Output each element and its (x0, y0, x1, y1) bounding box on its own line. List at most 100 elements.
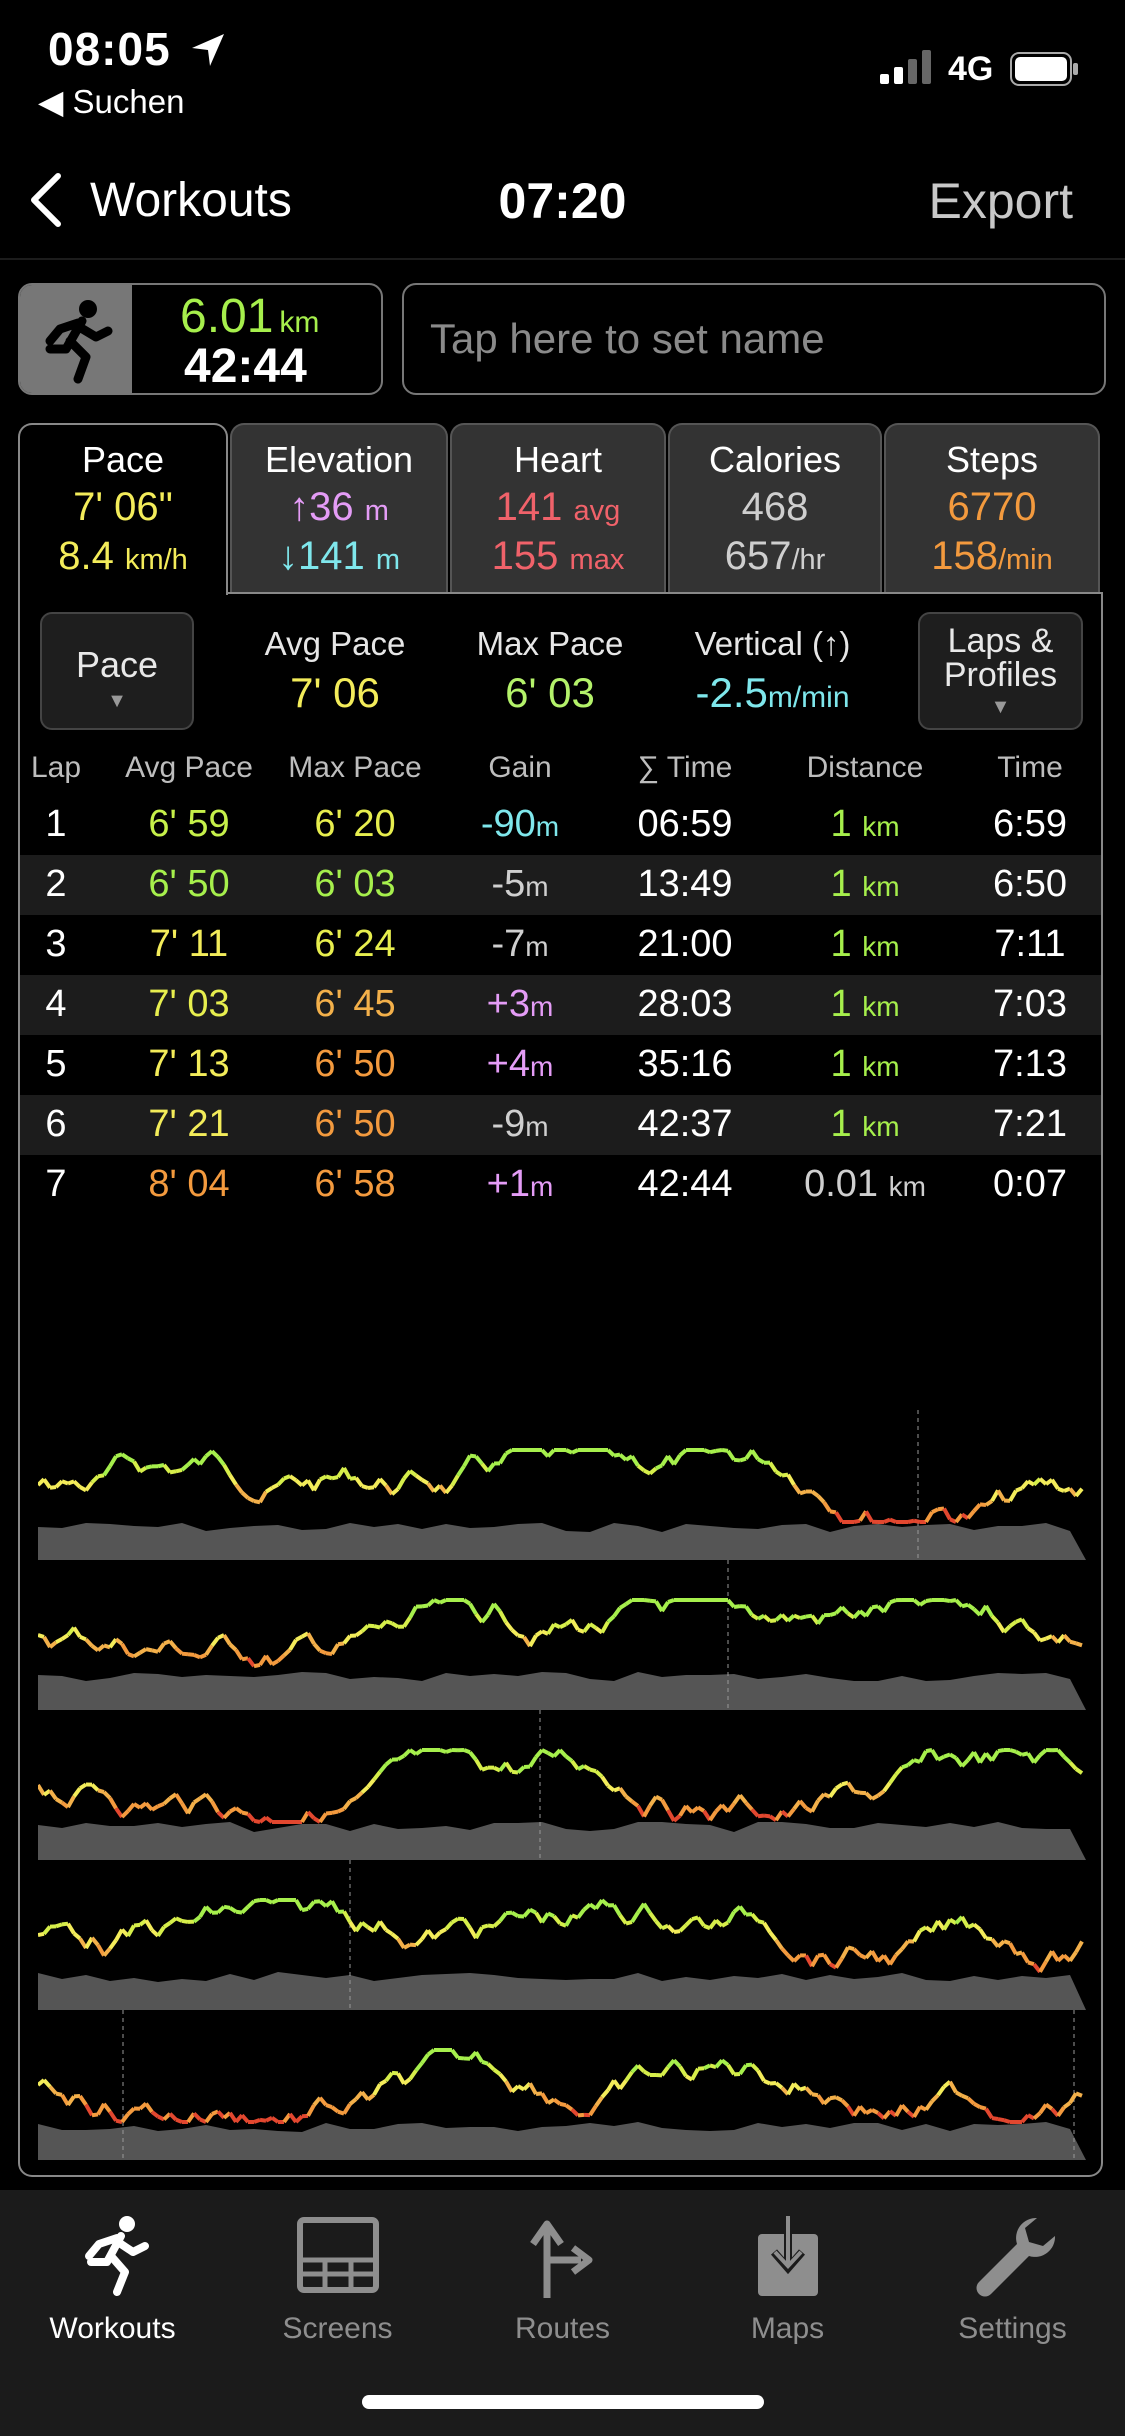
pace-line-segment (774, 2081, 784, 2090)
pace-line-segment (408, 1748, 418, 1756)
pace-line-segment (672, 1454, 682, 1466)
pace-line-segment (726, 1598, 736, 1609)
tab-calories[interactable]: Calories 468 657/hr (668, 423, 882, 593)
pace-line-segment (594, 2096, 604, 2107)
pace-line-segment (403, 1942, 411, 1950)
tab-elevation[interactable]: Elevation ↑36 m ↓141 m (230, 423, 448, 593)
pace-line-segment (810, 1799, 820, 1813)
lap-avg-pace: 7' 03 (148, 983, 230, 1025)
pace-line-segment (108, 1455, 118, 1468)
lap-gain: -9m (491, 1103, 549, 1145)
pace-line-segment (822, 1501, 832, 1513)
pace-line-segment (264, 1486, 274, 1494)
pace-line-segment (1050, 1478, 1060, 1490)
tab-heart[interactable]: Heart 141 avg 155 max (450, 423, 666, 593)
pace-line-segment (330, 1643, 340, 1656)
lap-distance: 1 km (830, 863, 900, 905)
lap-max-pace: 6' 58 (314, 1163, 396, 1205)
pace-line-segment (960, 1758, 970, 1768)
pace-line-segment (913, 1518, 921, 1524)
pace-line-segment (883, 1517, 891, 1524)
pace-line-segment (163, 1639, 171, 1646)
pace-line-segment (330, 2105, 340, 2114)
chevron-left-icon (31, 173, 61, 227)
tab-workouts[interactable]: Workouts (0, 2210, 225, 2346)
pace-line-segment (726, 1449, 736, 1461)
pace-line-segment (763, 1813, 771, 1819)
pace-line-segment (841, 1780, 849, 1787)
pace-line-segment (426, 1598, 436, 1607)
pace-line-segment (72, 1626, 82, 1638)
pace-line-segment (1020, 1479, 1030, 1490)
pace-line-segment (1062, 1633, 1072, 1644)
export-button[interactable]: Export (928, 173, 1073, 229)
tab-maps[interactable]: Maps (675, 2210, 900, 2346)
pace-line-segment (288, 1474, 298, 1482)
elevation-area (38, 2122, 1086, 2160)
elevation-area (38, 1672, 1086, 1710)
pace-line-segment (612, 1606, 622, 1618)
pace-line-segment (373, 1624, 381, 1630)
lap-gain: +3m (486, 983, 554, 1025)
pace-line-segment (126, 2107, 136, 2116)
pace-line-segment (396, 1754, 406, 1762)
pace-line-segment (529, 1907, 537, 1915)
pace-line-segment (90, 1783, 100, 1792)
tab-routes[interactable]: Routes (450, 2210, 675, 2346)
pace-line-segment (852, 1947, 862, 1957)
pace-line-segment (726, 1802, 736, 1813)
pace-line-segment (559, 1622, 567, 1629)
workout-name-input[interactable] (404, 285, 1104, 393)
lap-time: 7:13 (993, 1043, 1067, 1085)
tab-value-2: 8.4 km/h (58, 534, 188, 578)
tab-value-2: 158/min (931, 534, 1053, 578)
lap-gain: +1m (486, 1163, 554, 1205)
tab-settings[interactable]: Settings (900, 2210, 1125, 2346)
pace-line-segment (241, 1810, 249, 1816)
pace-line-segment (948, 1752, 958, 1760)
pace-line-segment (325, 2103, 333, 2109)
pace-line-segment (522, 1908, 532, 1918)
pace-line-segment (108, 1939, 118, 1950)
workout-summary-card[interactable]: 6.01 km 42:44 (18, 283, 383, 395)
pace-line-segment (444, 1484, 454, 1495)
pace-line-segment (943, 1598, 951, 1604)
pace-line-segment (672, 2058, 682, 2068)
pace-line-segment (960, 1512, 970, 1520)
pace-line-segment (762, 1614, 772, 1623)
pace-line-segment (937, 1506, 945, 1512)
pace-line-segment (618, 1914, 628, 1925)
pace-line-segment (996, 1939, 1006, 1949)
pace-line-segment (816, 1494, 826, 1504)
pace-line-segment (325, 1651, 333, 1657)
lap-max-pace: 6' 03 (314, 863, 396, 905)
tab-screens[interactable]: Screens (225, 2210, 450, 2346)
pace-line-segment (457, 2055, 465, 2061)
pace-line-segment (541, 1748, 549, 1755)
pace-line-segment (271, 1659, 279, 1667)
workout-name-field[interactable] (402, 283, 1106, 395)
pace-line-segment (204, 1644, 214, 1656)
laps-profiles-dropdown[interactable]: Laps & Profiles ▼ (918, 612, 1083, 730)
pace-line-segment (330, 1900, 340, 1913)
pace-line-segment (642, 1902, 652, 1915)
pace-line-segment (120, 2112, 130, 2124)
lap-time: 7:11 (994, 923, 1066, 965)
tab-steps[interactable]: Steps 6770 158/min (884, 423, 1100, 593)
pace-line-segment (247, 1496, 255, 1503)
back-to-app-link[interactable]: ◀ Suchen (38, 83, 185, 120)
pace-line-segment (138, 1801, 148, 1810)
pace-line-segment (282, 1648, 292, 1657)
lap-time: 7:21 (993, 1103, 1067, 1145)
pace-line-segment (192, 2111, 202, 2121)
pace-line-segment (906, 1758, 916, 1767)
pace-line-segment (612, 1904, 622, 1917)
pace-line-segment (78, 1782, 88, 1791)
tab-pace[interactable]: Pace 7' 06" 8.4 km/h (18, 423, 228, 595)
pace-dropdown[interactable]: Pace ▼ (40, 612, 194, 730)
pace-line-segment (319, 1474, 327, 1482)
pace-line-segment (648, 1795, 658, 1807)
pace-line-segment (528, 1755, 538, 1768)
back-button[interactable]: Workouts (24, 170, 292, 230)
pace-line-segment (216, 1905, 226, 1914)
